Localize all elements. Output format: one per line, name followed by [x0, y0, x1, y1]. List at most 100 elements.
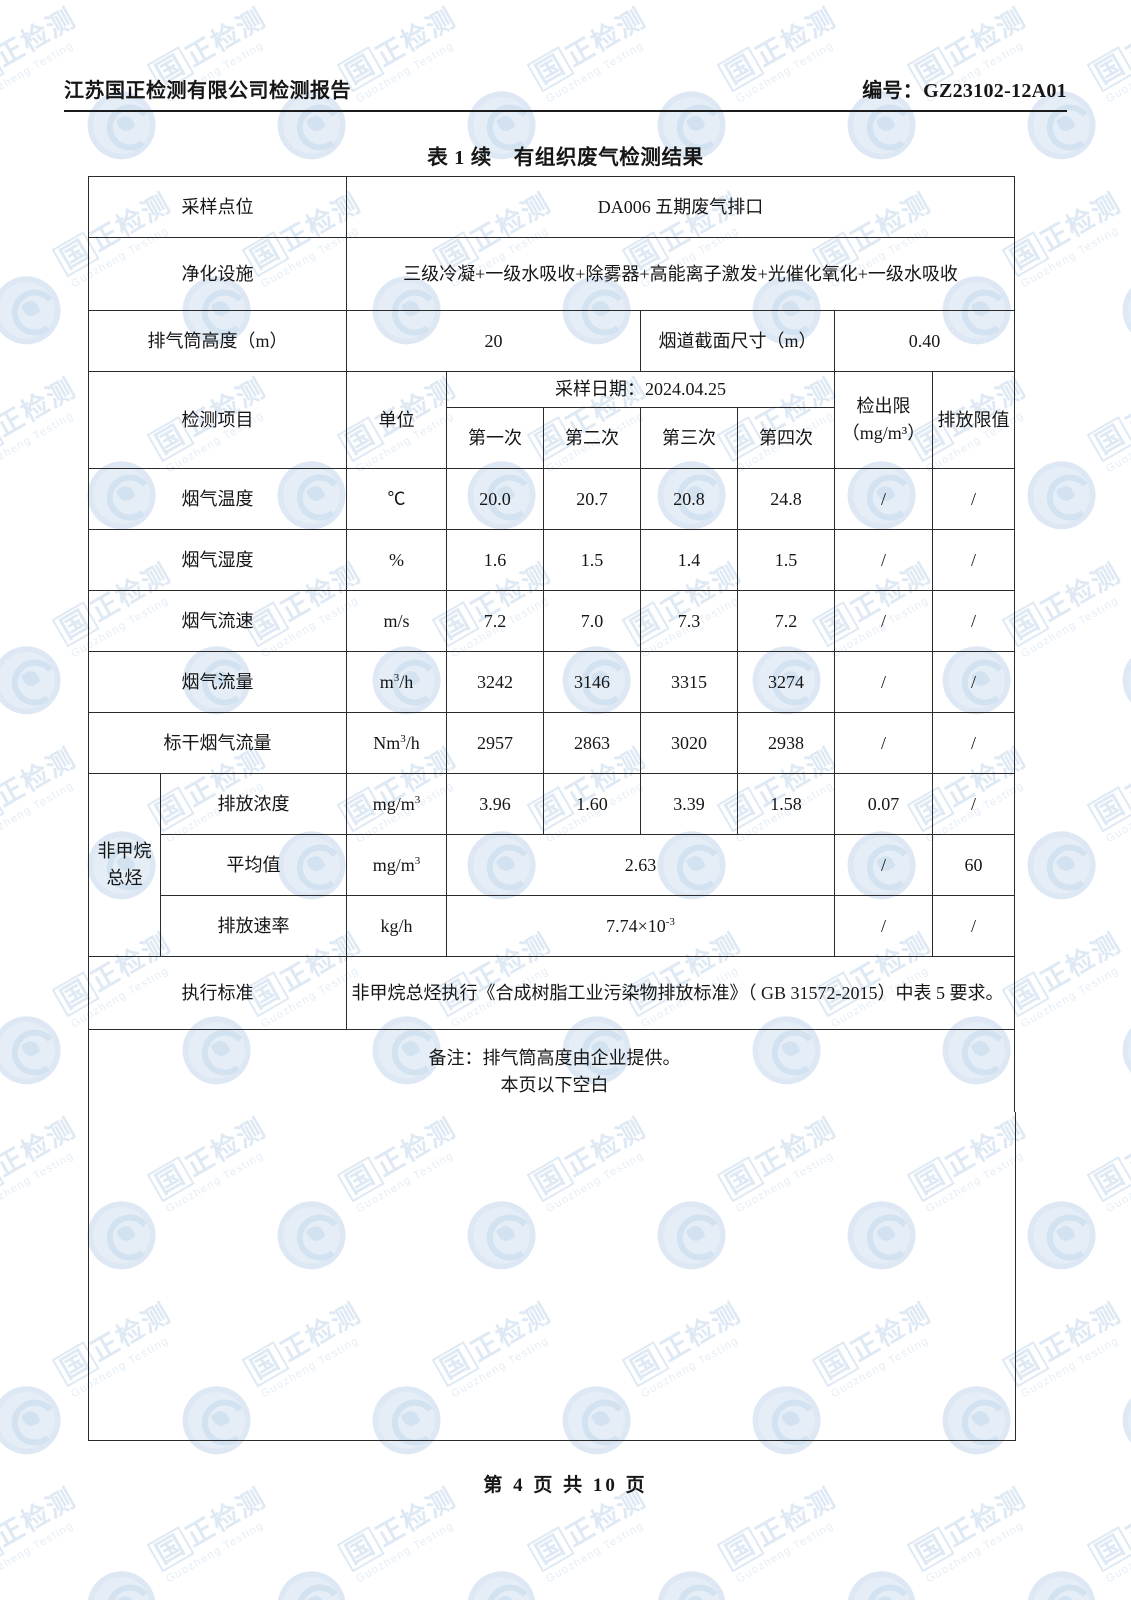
table-title-main: 有组织废气检测结果 — [513, 147, 704, 169]
duct-size-label: 烟道截面尺寸（m） — [640, 310, 835, 372]
sampling-point-value: DA006 五期废气排口 — [345, 176, 1016, 238]
sampling-point-label: 采样点位 — [88, 176, 347, 238]
standard-label: 执行标准 — [88, 956, 347, 1030]
table-header-row-1: 检测项目 单位 采样日期：2024.04.25 检出限 （mg/m³） 排放限值 — [88, 371, 1016, 469]
table-header-row-2: 第一次 第二次 第三次 第四次 — [89, 407, 1015, 469]
row-unit-flue-velocity: m/s — [346, 590, 447, 652]
row-group-label-nmhc: 非甲烷 总烃 — [88, 773, 161, 957]
emission-rate-mantissa: 7.74×10 — [606, 915, 666, 936]
cell-value: 7.2 — [446, 590, 544, 652]
cell-value: 3146 — [543, 651, 641, 713]
stack-height-label: 排气筒高度（m） — [88, 310, 347, 372]
column-header-run-2: 第二次 — [543, 407, 641, 469]
row-label-flue-humidity: 烟气湿度 — [88, 529, 347, 591]
table-row-treatment: 净化设施 三级冷凝+一级水吸收+除雾器+高能离子激发+光催化氧化+一级水吸收 — [88, 237, 1016, 311]
cell-value: 2863 — [543, 712, 641, 774]
column-header-unit: 单位 — [346, 371, 447, 469]
row-unit-flue-temperature: ℃ — [346, 468, 447, 530]
cell-emission-limit: 60 — [931, 834, 1016, 896]
cell-detection-limit: / — [834, 590, 933, 652]
cell-value: 3315 — [640, 651, 738, 713]
table-row: 非甲烷 总烃 排放浓度 mg/m3 3.96 1.60 3.39 1.58 0.… — [88, 773, 1016, 957]
cell-value: 24.8 — [737, 468, 835, 530]
cell-emission-limit: / — [931, 468, 1016, 530]
remark-block: 备注：排气筒高度由企业提供。 本页以下空白 — [87, 1029, 1016, 1112]
column-header-emission-limit: 排放限值 — [931, 371, 1016, 469]
cell-detection-limit: / — [834, 651, 933, 713]
table-row-sampling-point: 采样点位 DA006 五期废气排口 — [88, 176, 1016, 238]
table-row: 排放速率 kg/h 7.74×10-3 / / — [89, 895, 1016, 957]
row-unit-flue-flow: m3/h — [346, 651, 447, 713]
cell-detection-limit: / — [834, 468, 933, 530]
table-row: 烟气流速 m/s 7.2 7.0 7.3 7.2 / / — [88, 590, 1016, 652]
page-header: 江苏国正检测有限公司检测报告 编号：GZ23102-12A01 — [64, 74, 1067, 112]
column-header-run-3: 第三次 — [640, 407, 738, 469]
remark-line-1: 备注：排气筒高度由企业提供。 — [428, 1048, 681, 1068]
cell-value: 20.7 — [543, 468, 641, 530]
row-unit-emission-concentration: mg/m3 — [346, 773, 447, 835]
cell-detection-limit: 0.07 — [834, 773, 933, 835]
row-unit-average: mg/m3 — [346, 834, 447, 896]
column-header-detection-limit: 检出限 （mg/m³） — [834, 371, 933, 469]
treatment-label: 净化设施 — [88, 237, 347, 311]
cell-value: 20.8 — [640, 468, 738, 530]
column-header-item: 检测项目 — [88, 371, 347, 469]
cell-value: 20.0 — [446, 468, 544, 530]
cell-emission-limit: / — [931, 590, 1016, 652]
row-unit-flue-humidity: % — [346, 529, 447, 591]
table-row: 平均值 mg/m3 2.63 / 60 — [89, 834, 1016, 896]
column-header-run-4: 第四次 — [737, 407, 835, 469]
table-row: 烟气湿度 % 1.6 1.5 1.4 1.5 / / — [88, 529, 1016, 591]
duct-size-value: 0.40 — [833, 310, 1016, 372]
detection-limit-label: 检出限 — [856, 396, 911, 416]
column-header-run-1: 第一次 — [446, 407, 544, 469]
cell-value: 2957 — [446, 712, 544, 774]
detection-limit-unit: （mg/m³） — [841, 423, 926, 443]
row-label-flue-flow: 烟气流量 — [88, 651, 347, 713]
cell-emission-limit: / — [931, 712, 1016, 774]
cell-value: 7.0 — [543, 590, 641, 652]
page-footer: 第 4 页 共 10 页 — [483, 1475, 648, 1496]
table-row: 标干烟气流量 Nm3/h 2957 2863 3020 2938 / / — [88, 712, 1016, 774]
table-row: 烟气温度 ℃ 20.0 20.7 20.8 24.8 / / — [88, 468, 1016, 530]
cell-emission-limit: / — [931, 651, 1016, 713]
table-row-standard: 执行标准 非甲烷总烃执行《合成树脂工业污染物排放标准》（ GB 31572-20… — [88, 956, 1016, 1030]
row-label-emission-rate: 排放速率 — [160, 895, 347, 957]
row-label-average: 平均值 — [160, 834, 347, 896]
row-label-flue-velocity: 烟气流速 — [88, 590, 347, 652]
report-number: 编号：GZ23102-12A01 — [862, 80, 1067, 102]
row-unit-standard-dry-flow: Nm3/h — [346, 712, 447, 774]
cell-value: 1.5 — [737, 529, 835, 591]
standard-value: 非甲烷总烃执行《合成树脂工业污染物排放标准》（ GB 31572-2015）中表… — [345, 956, 1016, 1030]
treatment-value: 三级冷凝+一级水吸收+除雾器+高能离子激发+光催化氧化+一级水吸收 — [345, 237, 1016, 311]
table-row-remark: 备注：排气筒高度由企业提供。 本页以下空白 — [87, 1029, 1016, 1112]
cell-average-value: 2.63 — [446, 834, 835, 896]
nmhc-label-line2: 总烃 — [106, 868, 143, 888]
cell-detection-limit: / — [834, 712, 933, 774]
cell-emission-rate-value: 7.74×10-3 — [446, 895, 835, 957]
emission-rate-exponent: -3 — [665, 915, 675, 928]
row-unit-emission-rate: kg/h — [346, 895, 447, 957]
cell-value: 7.3 — [640, 590, 738, 652]
row-label-flue-temperature: 烟气温度 — [88, 468, 347, 530]
row-label-emission-concentration: 排放浓度 — [160, 773, 347, 835]
cell-emission-limit: / — [931, 773, 1016, 835]
row-label-standard-dry-flow: 标干烟气流量 — [88, 712, 347, 774]
table-row: 烟气流量 m3/h 3242 3146 3315 3274 / / — [88, 651, 1016, 713]
cell-value: 1.6 — [446, 529, 544, 591]
table-title-prefix: 表 1 续 — [427, 147, 492, 169]
cell-value: 1.60 — [543, 773, 641, 835]
cell-emission-limit: / — [931, 529, 1016, 591]
cell-value: 3020 — [640, 712, 738, 774]
cell-value: 1.4 — [640, 529, 738, 591]
blank-area — [88, 1112, 1016, 1441]
cell-value: 7.2 — [737, 590, 835, 652]
sampling-date-header: 采样日期：2024.04.25 — [446, 371, 835, 408]
nmhc-label-line1: 非甲烷 — [97, 841, 152, 861]
table-row-stack-duct: 排气筒高度（m） 20 烟道截面尺寸（m） 0.40 — [88, 310, 1016, 372]
cell-detection-limit: / — [834, 834, 933, 896]
cell-emission-limit: / — [931, 895, 1016, 957]
stack-height-value: 20 — [346, 310, 641, 372]
cell-value: 1.5 — [543, 529, 641, 591]
